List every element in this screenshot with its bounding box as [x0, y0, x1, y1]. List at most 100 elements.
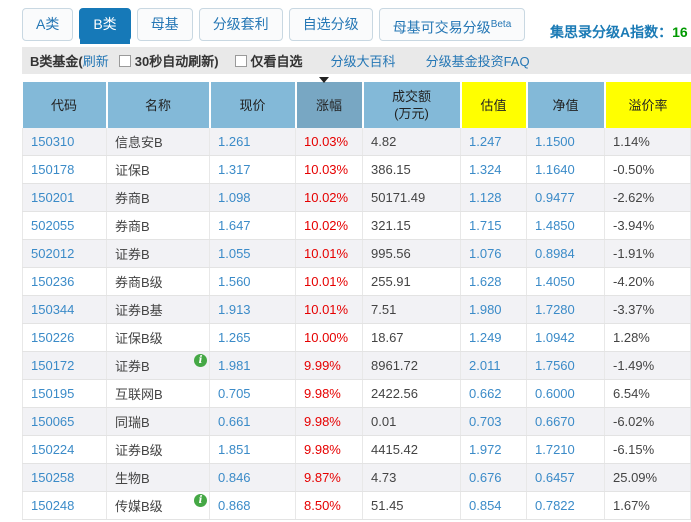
table-row: 502012 证券B 1.055 10.01% 995.56 1.076 0.8984 -1.…: [22, 239, 691, 268]
cell-name: 证券B级: [106, 435, 210, 464]
tab-分级套利[interactable]: 分级套利: [198, 8, 283, 41]
fund-name: 券商B: [115, 219, 150, 234]
table-row: 150201 券商B 1.098 10.02% 50171.49 1.128 0.9477-…: [22, 183, 691, 212]
col-header-premium[interactable]: 溢价率: [604, 82, 691, 128]
cell-change: 10.02%: [295, 183, 363, 212]
refresh-link[interactable]: 刷新: [82, 54, 109, 69]
fund-code-link[interactable]: 150065: [31, 414, 75, 429]
cell-name: 传媒B级 i: [106, 491, 210, 520]
fund-code-link[interactable]: 150172: [31, 358, 75, 373]
cell-change: 10.03%: [295, 155, 363, 184]
tab-B类[interactable]: B类: [79, 8, 131, 44]
cell-change: 10.00%: [295, 323, 363, 352]
col-header-price[interactable]: 现价: [209, 82, 297, 128]
auto-refresh-checkbox[interactable]: [118, 54, 131, 67]
cell-premium: -0.50%: [604, 155, 691, 184]
cell-volume: 7.51: [362, 295, 461, 324]
fund-code-link[interactable]: 150226: [31, 330, 75, 345]
cell-code: 502012: [22, 239, 107, 268]
col-header-nav[interactable]: 净值: [526, 82, 606, 128]
fund-code-link[interactable]: 150248: [31, 498, 75, 513]
cell-premium: -3.94%: [604, 211, 691, 240]
fund-code-link[interactable]: 502055: [31, 218, 75, 233]
cell-volume: 18.67: [362, 323, 461, 352]
tab-label: 自选分级: [302, 16, 359, 32]
tab-自选分级[interactable]: 自选分级: [288, 8, 373, 41]
cell-nav: 0.6670: [526, 407, 605, 436]
watch-only-checkbox[interactable]: [234, 54, 247, 67]
tab-bar: A类 B类 母基 分级套利 自选分级 母基可交易分级Beta: [22, 8, 691, 44]
cell-premium: -2.62%: [604, 183, 691, 212]
cell-name: 券商B: [106, 211, 210, 240]
cell-nav: 0.6000: [526, 379, 605, 408]
fund-code-link[interactable]: 150224: [31, 442, 75, 457]
table-row: 502055 券商B 1.647 10.02% 321.15 1.715 1.4850 -3.…: [22, 211, 691, 240]
fund-table: 代码 名称 现价 涨幅 成交额 (万元) 估值 净值 溢价率 150310 信息安B 1.261 10…: [22, 82, 691, 520]
tab-A类[interactable]: A类: [22, 8, 74, 41]
cell-est: 0.703: [460, 407, 527, 436]
cell-volume: 321.15: [362, 211, 461, 240]
cell-code: 150065: [22, 407, 107, 436]
fund-name: 券商B: [115, 191, 150, 206]
cell-price: 1.851: [209, 435, 296, 464]
tab-label: 母基可交易分级: [392, 19, 491, 36]
tab-label: 分级套利: [212, 16, 269, 32]
cell-est: 1.128: [460, 183, 527, 212]
cell-price: 1.265: [209, 323, 296, 352]
cell-name: 证券B基: [106, 295, 210, 324]
fund-code-link[interactable]: 502012: [31, 246, 75, 261]
cell-est: 1.972: [460, 435, 527, 464]
fund-code-link[interactable]: 150201: [31, 190, 75, 205]
tab-母基可交易分级[interactable]: 母基可交易分级Beta: [378, 8, 526, 41]
col-header-name[interactable]: 名称: [106, 82, 211, 128]
col-header-code[interactable]: 代码: [22, 82, 108, 128]
cell-volume: 51.45: [362, 491, 461, 520]
cell-nav: 1.7560: [526, 351, 605, 380]
fund-name: 证保B级: [115, 331, 163, 346]
cell-est: 1.324: [460, 155, 527, 184]
watch-only-label: 仅看自选: [250, 54, 303, 69]
tab-label: A类: [36, 16, 60, 32]
cell-premium: -6.02%: [604, 407, 691, 436]
col-header-est[interactable]: 估值: [460, 82, 528, 128]
encyclopedia-link[interactable]: 分级大百科: [330, 54, 396, 69]
toolbar: B类基金( 刷新 30秒自动刷新) 仅看自选 分级大百科 分级基金投资FAQ: [22, 47, 691, 74]
cell-nav: 0.8984: [526, 239, 605, 268]
fund-code-link[interactable]: 150344: [31, 302, 75, 317]
cell-price: 0.846: [209, 463, 296, 492]
cell-nav: 1.0942: [526, 323, 605, 352]
fund-code-link[interactable]: 150195: [31, 386, 75, 401]
cell-code: 150236: [22, 267, 107, 296]
fund-name: 证保B: [115, 163, 150, 178]
fund-name: 证券B: [115, 359, 150, 374]
info-icon[interactable]: i: [194, 354, 207, 367]
fund-code-link[interactable]: 150310: [31, 134, 75, 149]
col-header-volume[interactable]: 成交额 (万元): [362, 82, 462, 128]
fund-name: 传媒B级: [115, 499, 163, 514]
tab-label: 母基: [150, 16, 179, 32]
fund-name: 互联网B: [115, 387, 163, 402]
cell-code: 150224: [22, 435, 107, 464]
cell-name: 生物B: [106, 463, 210, 492]
cell-volume: 4415.42: [362, 435, 461, 464]
cell-est: 1.715: [460, 211, 527, 240]
cell-price: 0.661: [209, 407, 296, 436]
cell-change: 8.50%: [295, 491, 363, 520]
table-row: 150310 信息安B 1.261 10.03% 4.82 1.247 1.1500 1.14…: [22, 128, 691, 156]
fund-code-link[interactable]: 150236: [31, 274, 75, 289]
cell-change: 9.87%: [295, 463, 363, 492]
faq-link[interactable]: 分级基金投资FAQ: [425, 54, 530, 69]
fund-name: 信息安B: [115, 135, 163, 150]
table-row: 150226 证保B级 1.265 10.00% 18.67 1.249 1.0942 1.2…: [22, 323, 691, 352]
cell-price: 1.317: [209, 155, 296, 184]
col-header-change[interactable]: 涨幅: [295, 82, 364, 128]
index-banner-value: 16: [672, 24, 688, 40]
fund-code-link[interactable]: 150258: [31, 470, 75, 485]
tab-母基[interactable]: 母基: [136, 8, 193, 41]
info-icon[interactable]: i: [194, 494, 207, 507]
header-row: 代码 名称 现价 涨幅 成交额 (万元) 估值 净值 溢价率: [22, 82, 691, 128]
table-row: 150195 互联网B 0.705 9.98% 2422.56 0.662 0.6000 6.…: [22, 379, 691, 408]
fund-code-link[interactable]: 150178: [31, 162, 75, 177]
cell-price: 0.705: [209, 379, 296, 408]
cell-code: 150178: [22, 155, 107, 184]
